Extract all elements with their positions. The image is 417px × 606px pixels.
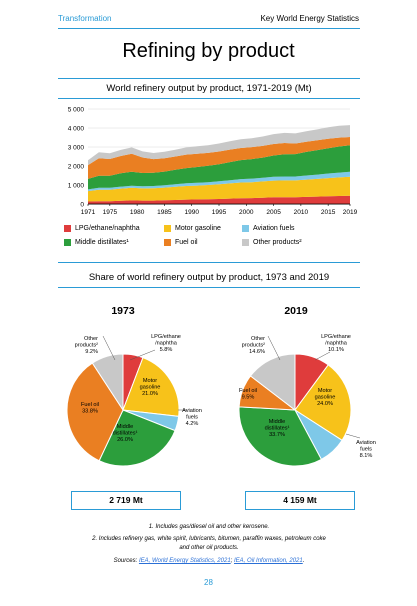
legend-swatch-middle_distillates (64, 239, 71, 246)
legend-item-fuel_oil: Fuel oil (164, 239, 198, 246)
legend-item-aviation_fuels: Aviation fuels (242, 225, 295, 232)
source-link-world-energy-statistics[interactable]: IEA, World Energy Statistics, 2021 (138, 558, 231, 564)
legend-swatch-aviation_fuels (242, 225, 249, 232)
footnote-2: 2. Includes refinery gas, white spirit, … (92, 536, 326, 542)
area-x-tick-label: 1975 (103, 209, 118, 216)
legend-label-aviation_fuels: Aviation fuels (253, 225, 295, 232)
source-link-oil-information[interactable]: IEA, Oil Information, 2021 (234, 558, 303, 564)
pie-1973-leader-other_products (102, 335, 116, 361)
pie-1973-slice-other_products (91, 353, 124, 412)
pie-2019-label-other_products: Other products² 14.6% (242, 336, 265, 355)
pie-1973-label-middle_distillates: Middle distillates¹ 26.0% (113, 424, 138, 443)
area-x-tick-label: 2015 (321, 209, 336, 216)
pie-2019-label-motor_gasoline: Motor gasoline 24.0% (315, 388, 336, 407)
area-x-tick-label: 2019 (343, 209, 358, 216)
pie-2019-label-lpg: LPG/ethane/naphtha 10.1% (321, 334, 351, 353)
legend-item-lpg: LPG/ethane/naphtha (64, 225, 140, 232)
legend-label-motor_gasoline: Motor gasoline (175, 225, 221, 232)
pie-2019-leader-other_products (267, 335, 281, 361)
pie-2019-leader-aviation_fuels (345, 433, 361, 439)
page-title: Refining by product (122, 40, 295, 62)
header-publication: Key World Energy Statistics (260, 14, 359, 23)
legend-label-middle_distillates: Middle distillates¹ (75, 239, 129, 246)
legend-label-other_products: Other products² (253, 239, 302, 246)
legend-swatch-motor_gasoline (164, 225, 171, 232)
area-x-tick-label: 1971 (81, 209, 96, 216)
pie-2019-title: 2019 (284, 305, 308, 317)
pie-1973-slice-middle_distillates (98, 409, 176, 467)
pie-1973-leader-lpg (129, 349, 156, 361)
pie-1973-title: 1973 (111, 305, 135, 317)
pie-2019-leader-lpg (314, 351, 331, 361)
sources-label: Sources: (113, 558, 138, 564)
area-y-tick-label: 5 000 (68, 107, 85, 114)
share-section-title-rule (58, 287, 360, 288)
area-x-tick-label: 1990 (184, 209, 199, 216)
area-y-tick-label: 1 000 (68, 183, 85, 190)
area-y-tick-label: 2 000 (68, 164, 85, 171)
pie-1973-label-fuel_oil: Fuel oil 33.8% (81, 402, 99, 415)
pie-2019-slice-middle_distillates (238, 406, 323, 467)
pie-charts: LPG/ethane/naphtha 5.8% Motor gasoline 21.0%… (66, 334, 376, 467)
area-series-motor_gasoline (88, 176, 350, 202)
area-y-tick-label: 3 000 (68, 145, 85, 152)
pie-1973-label-other_products: Other products² 9.2% (75, 336, 98, 355)
area-series-aviation_fuels (88, 171, 350, 192)
pie-1973-slice-fuel_oil (66, 362, 124, 462)
legend-item-other_products: Other products² (242, 239, 302, 246)
area-x-tick-label: 2010 (294, 209, 309, 216)
sources-line: Sources: IEA, World Energy Statistics, 2… (58, 557, 360, 566)
pie-1973-label-aviation_fuels: Aviation fuels 4.2% (182, 408, 202, 427)
pie-2019-label-fuel_oil: Fuel oil 9.5% (239, 388, 257, 401)
pie-1973-label-motor_gasoline: Motor gasoline 21.0% (140, 378, 161, 397)
area-x-tick-label: 1995 (212, 209, 227, 216)
area-chart-title-rule (58, 98, 360, 99)
footnote-2-cont: and other oil products. (179, 545, 239, 551)
pie-1973-label-lpg: LPG/ethane/naphtha 5.8% (151, 334, 181, 353)
sources-separator: ; (230, 558, 233, 564)
header-section: Transformation (58, 14, 112, 23)
area-chart-title: World refinery output by product, 1971-2… (106, 83, 312, 94)
share-section-top-rule (58, 262, 360, 263)
legend-swatch-fuel_oil (164, 239, 171, 246)
pie-2019-slice-other_products (249, 353, 296, 412)
area-x-tick-label: 1980 (130, 209, 145, 216)
area-chart: 0 1 000 2 000 3 000 4 000 5 000 1971 1975 1980 19… (68, 107, 358, 217)
area-series-lpg (88, 195, 350, 204)
header-divider (58, 28, 360, 29)
legend-swatch-lpg (64, 225, 71, 232)
legend-swatch-other_products (242, 239, 249, 246)
legend-item-motor_gasoline: Motor gasoline (164, 225, 221, 232)
pie-2019-label-middle_distillates: Middle distillates¹ 33.7% (265, 419, 290, 438)
area-x-tick-label: 1985 (157, 209, 172, 216)
legend-item-middle_distillates: Middle distillates¹ (64, 239, 129, 246)
pie-2019-label-aviation_fuels: Aviation fuels 8.1% (356, 440, 376, 459)
share-section-title: Share of world refinery output by produc… (88, 272, 330, 283)
area-y-tick-label: 0 (80, 202, 84, 209)
area-series-other_products (88, 125, 350, 166)
area-series-middle_distillates (88, 145, 350, 190)
legend-label-fuel_oil: Fuel oil (175, 239, 198, 246)
area-series-fuel_oil (88, 137, 350, 179)
legend-label-lpg: LPG/ethane/naphtha (75, 225, 140, 232)
sources-end: . (302, 558, 305, 564)
area-x-tick-label: 2000 (239, 209, 254, 216)
total-1973-box: 2 719 Mt (71, 491, 181, 510)
area-y-tick-label: 4 000 (68, 126, 85, 133)
page-number: 28 (204, 578, 213, 587)
area-x-tick-label: 2005 (266, 209, 281, 216)
total-2019-box: 4 159 Mt (245, 491, 355, 510)
footnote-1: 1. Includes gas/diesel oil and other ker… (148, 524, 270, 530)
pie-2019-slice-motor_gasoline (294, 364, 352, 441)
pie-1973-slice-motor_gasoline (122, 357, 180, 417)
area-chart-top-rule (58, 78, 360, 79)
